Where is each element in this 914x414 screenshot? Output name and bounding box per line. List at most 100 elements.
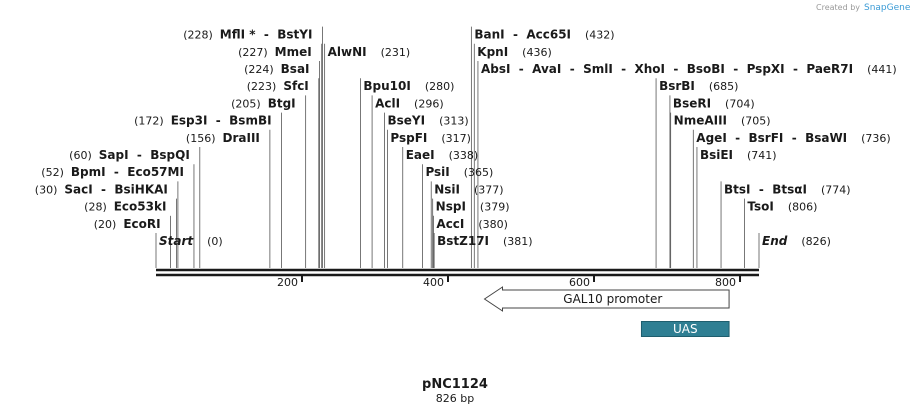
site-position: (338) [435,149,479,162]
site-label-nsii[interactable]: NsiI (377) [434,182,503,196]
site-enzyme-name: DraIII [223,131,260,145]
site-enzyme-name: AgeI [696,131,726,145]
site-lines [155,26,760,268]
site-label-saci[interactable]: (30) SacI - BsiHKAI [35,182,168,196]
site-enzyme-name: BanI [474,28,504,42]
site-position: (52) [41,166,71,179]
site-enzyme-name: BsiHKAI [114,182,168,196]
site-separator: - [783,131,805,145]
site-enzyme-name: AclI [375,96,400,110]
site-separator: - [785,62,807,76]
site-enzyme-name: MflI * [220,28,256,42]
site-separator: - [505,28,527,42]
site-enzyme-name: NsiI [434,182,460,196]
site-position: (60) [69,149,99,162]
site-label-absi[interactable]: AbsI - AvaI - SmlI - XhoI - BsoBI - PspX… [481,62,897,76]
site-separator: - [106,165,128,179]
site-enzyme-name: BsoBI [687,62,725,76]
site-position: (381) [489,235,533,248]
site-position: (736) [847,132,891,145]
site-enzyme-name: PsiI [425,165,449,179]
site-label-psii[interactable]: PsiI (365) [425,165,493,179]
site-label-eco53ki[interactable]: (28) Eco53kI [84,200,166,214]
site-separator: - [207,114,229,128]
site-label-acli[interactable]: AclI (296) [375,96,444,110]
site-separator: - [725,62,747,76]
site-position: (30) [35,183,65,196]
site-label-start[interactable]: Start (0) [159,234,223,248]
site-position: (228) [183,29,220,42]
site-label-bstz17i[interactable]: BstZ17I (381) [437,234,532,248]
site-label-bseyi[interactable]: BseYI (313) [387,114,468,128]
site-position: (380) [464,218,508,231]
plasmid-length: 826 bp [436,392,474,405]
site-enzyme-name: BsaWI [805,131,847,145]
axis-tick-label-400: 400 [423,276,444,289]
site-position: (205) [231,97,268,110]
site-label-nspi[interactable]: NspI (379) [436,200,510,214]
site-enzyme-name: XhoI [635,62,666,76]
site-label-bseri[interactable]: BseRI (704) [673,96,755,110]
site-label-draiii[interactable]: (156) DraIII [186,131,260,145]
site-label-mmei[interactable]: (227) MmeI [238,45,312,59]
backbone [156,268,759,277]
site-enzyme-name: MmeI [275,45,312,59]
site-label-ecori[interactable]: (20) EcoRI [94,217,161,231]
watermark: Created by SnapGene [816,3,911,13]
site-label-esp3i[interactable]: (172) Esp3I - BsmBI [134,114,271,128]
site-position: (224) [244,63,281,76]
site-label-bsiei[interactable]: BsiEI (741) [700,148,777,162]
site-position: (280) [411,80,455,93]
site-enzyme-name: AvaI [532,62,561,76]
site-enzyme-name: SacI [64,182,92,196]
site-label-bpu10i[interactable]: Bpu10I (280) [363,79,454,93]
watermark-brand: SnapGene [864,3,911,13]
site-label-btsi[interactable]: BtsI - BtsαI (774) [724,182,851,196]
feature-box-1[interactable] [640,321,730,337]
site-position: (685) [695,80,739,93]
site-label-eaei[interactable]: EaeI (338) [406,148,478,162]
site-enzyme-name: SmlI [583,62,613,76]
site-label-sfci[interactable]: (223) SfcI [247,79,309,93]
site-enzyme-name: BseYI [387,114,425,128]
site-enzyme-name: BsaI [281,62,310,76]
feature-misc[interactable]: UAS [640,321,730,337]
site-label-pspfi[interactable]: PspFI (317) [390,131,471,145]
site-separator: - [129,148,151,162]
site-enzyme-name: SfcI [283,79,308,93]
site-label-kpni[interactable]: KpnI (436) [477,45,551,59]
site-label-btgi[interactable]: (205) BtgI [231,96,296,110]
site-position: (705) [727,115,771,128]
plasmid-name: pNC1124 [422,377,488,392]
site-enzyme-name: Bpu10I [363,79,410,93]
site-position: (313) [425,115,469,128]
site-position: (0) [193,235,223,248]
site-enzyme-name: AbsI [481,62,510,76]
site-enzyme-name: BsmBI [229,114,271,128]
site-label-bani[interactable]: BanI - Acc65I (432) [474,28,614,42]
site-label-nmeaiii[interactable]: NmeAIII (705) [674,114,771,128]
site-enzyme-name: NspI [436,200,466,214]
site-label-alwni[interactable]: AlwNI (231) [328,45,411,59]
site-position: (227) [238,46,275,59]
site-label-acci[interactable]: AccI (380) [436,217,508,231]
feature-arrow-0[interactable] [483,286,730,312]
site-label-mfli[interactable]: (228) MflI * - BstYI [183,28,312,42]
site-label-bpmi[interactable]: (52) BpmI - Eco57MI [41,165,184,179]
site-label-tsoi[interactable]: TsoI (806) [747,200,817,214]
site-position: (704) [711,97,755,110]
site-enzyme-name: PspFI [390,131,427,145]
site-label-bsrbi[interactable]: BsrBI (685) [659,79,738,93]
site-label-agei[interactable]: AgeI - BsrFI - BsaWI (736) [696,131,890,145]
site-position: (156) [186,132,223,145]
site-label-bsai[interactable]: (224) BsaI [244,62,309,76]
site-label-end[interactable]: End (826) [762,234,831,248]
site-position: (365) [450,166,494,179]
site-position: (20) [94,218,124,231]
site-enzyme-name: SapI [99,148,129,162]
axis-tick-label-200: 200 [277,276,298,289]
axis-tick-label-800: 800 [715,276,736,289]
site-label-sapi[interactable]: (60) SapI - BspQI [69,148,190,162]
feature-promoter[interactable]: GAL10 promoter [483,286,730,312]
site-enzyme-name: BstYI [277,28,312,42]
